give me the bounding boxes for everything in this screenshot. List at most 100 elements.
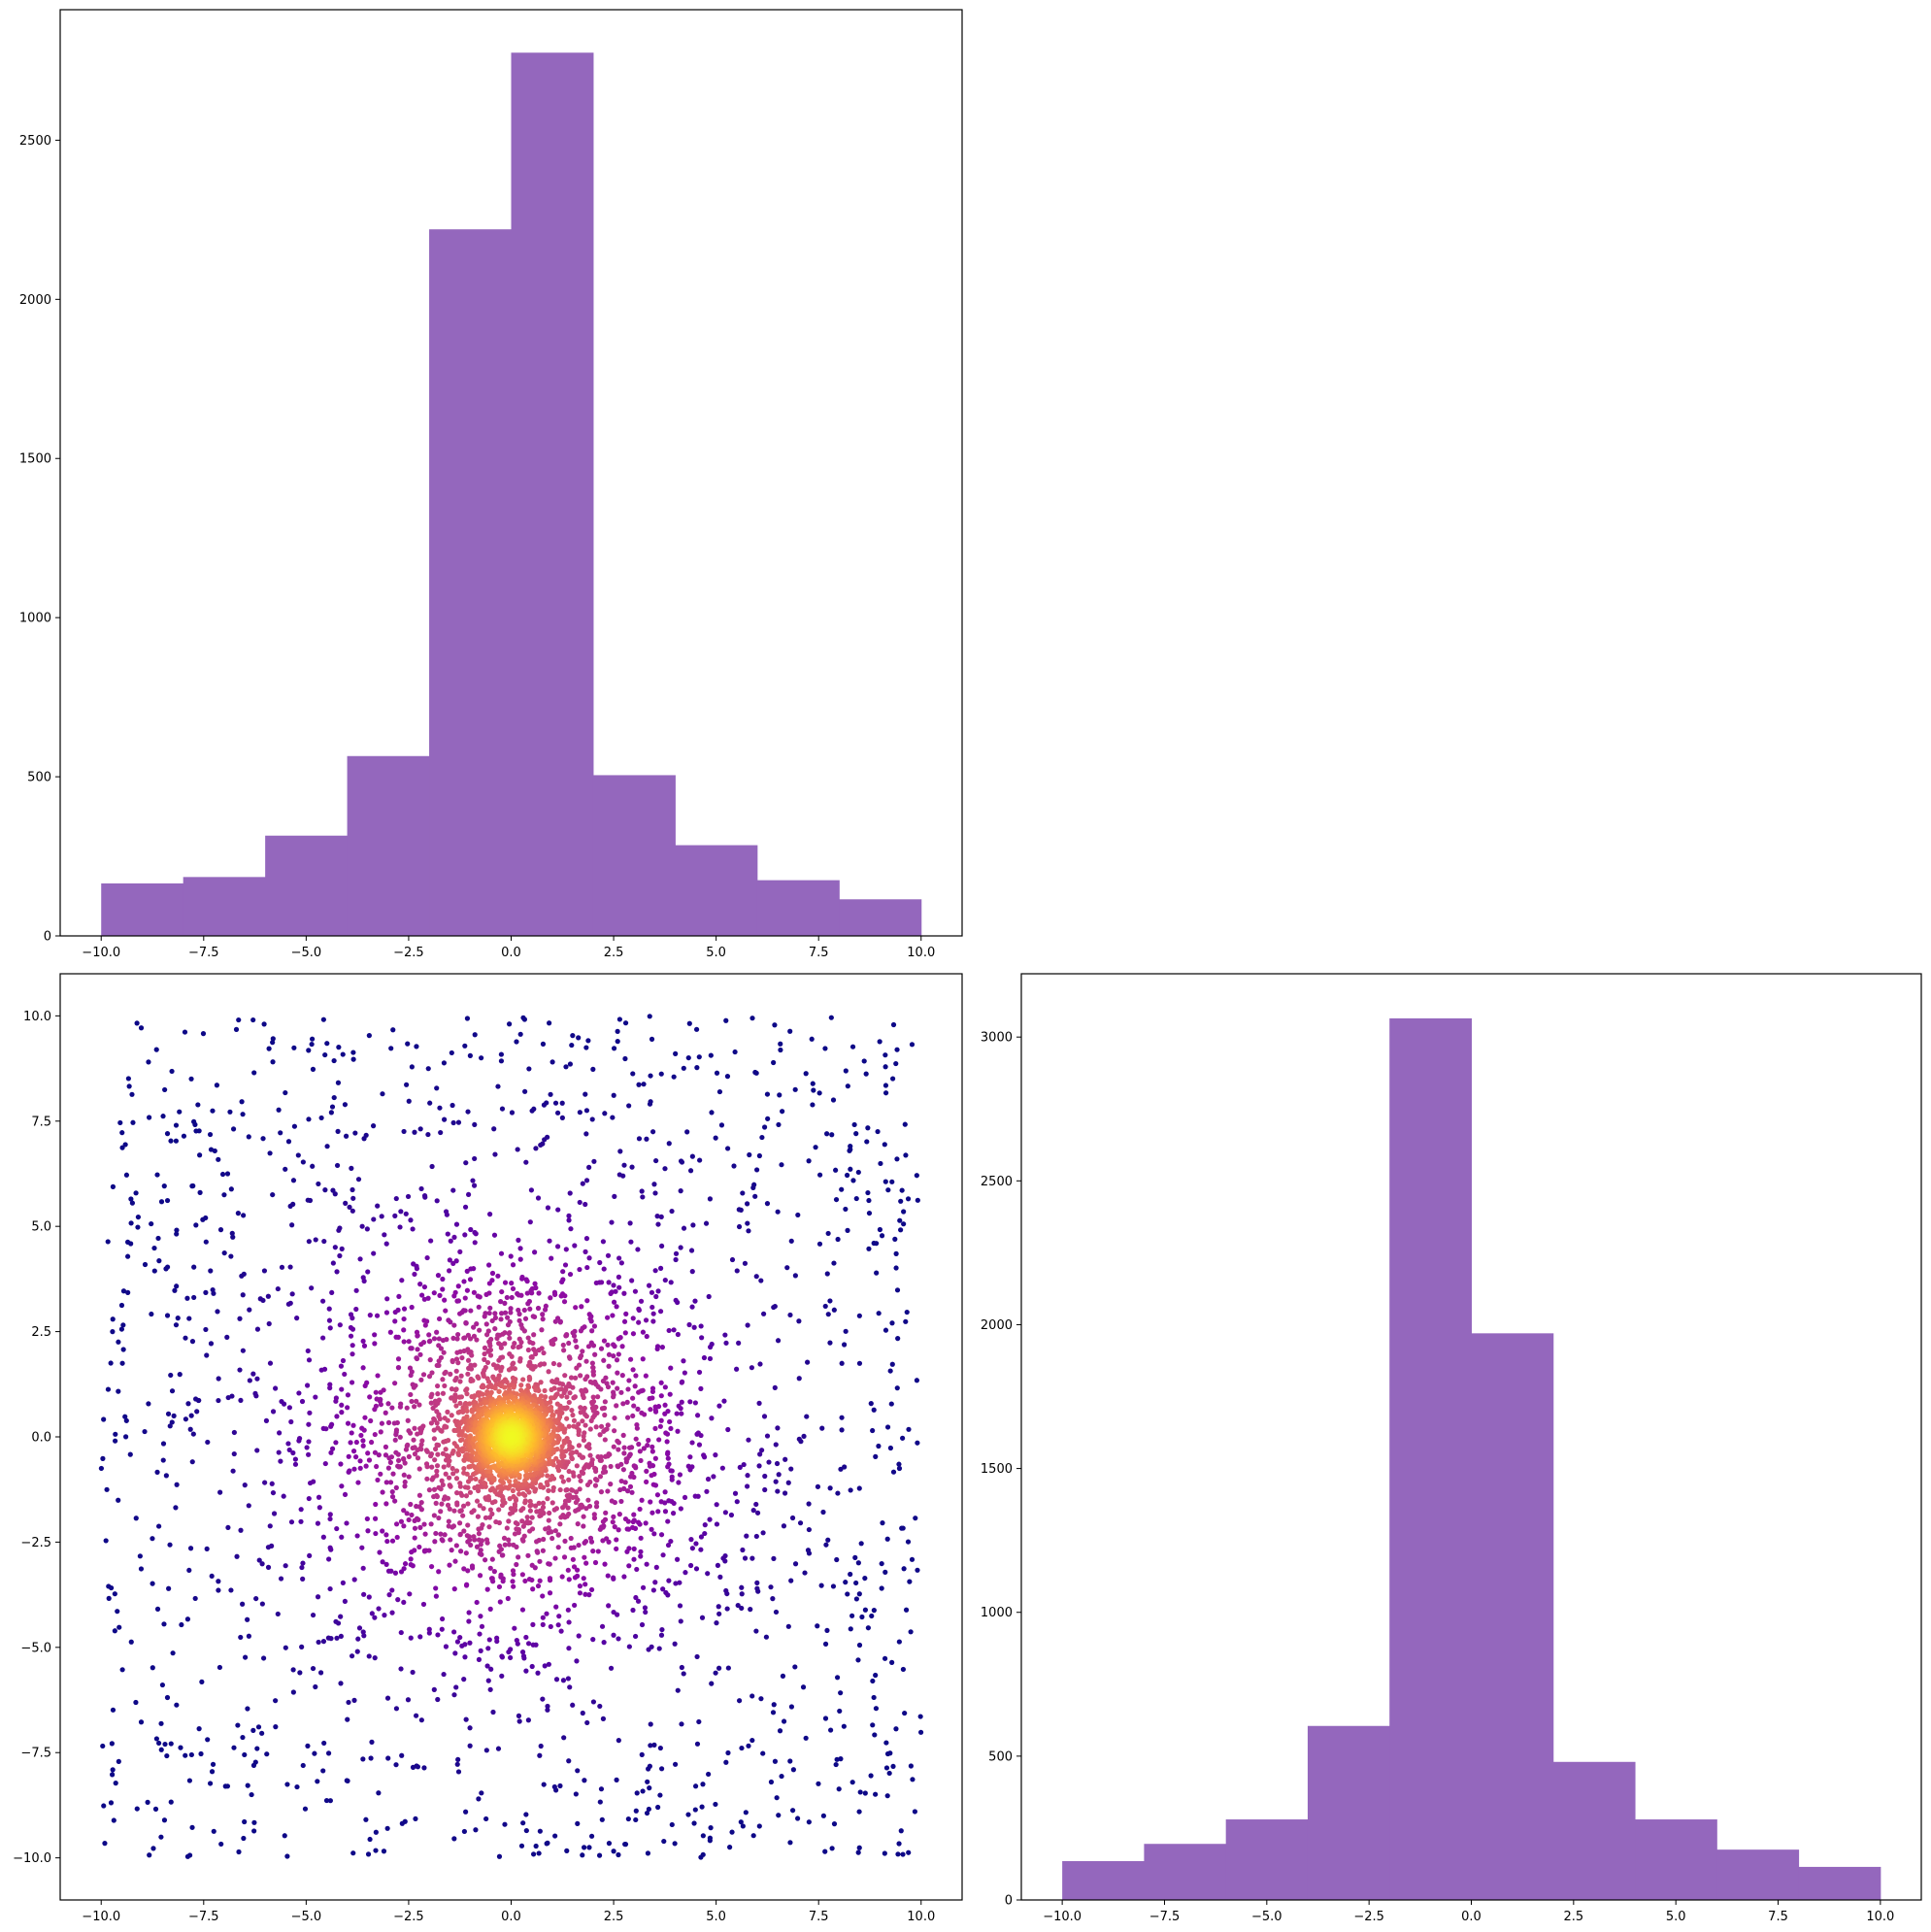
scatter-point: [318, 1115, 324, 1121]
scatter-point: [464, 1408, 470, 1414]
scatter-point: [546, 1561, 551, 1567]
scatter-point: [300, 1159, 306, 1165]
scatter-point: [467, 1725, 473, 1731]
scatter-point: [156, 1258, 162, 1264]
scatter-point: [549, 1413, 555, 1418]
scatter-point: [566, 1758, 572, 1764]
scatter-point: [392, 1318, 398, 1324]
scatter-point: [882, 1655, 888, 1661]
scatter-point: [577, 1590, 583, 1596]
scatter-point: [764, 1433, 771, 1439]
scatter-point: [566, 1423, 572, 1429]
scatter-point: [454, 1490, 460, 1496]
scatter-point: [164, 1197, 171, 1204]
scatter-point: [453, 1386, 459, 1392]
scatter-point: [372, 1516, 379, 1521]
scatter-point: [381, 1387, 386, 1393]
scatter-point: [183, 1335, 188, 1341]
scatter-point: [353, 1306, 359, 1313]
scatter-point: [578, 1478, 583, 1483]
scatter-point: [477, 1573, 483, 1579]
scatter-point: [401, 1472, 407, 1478]
scatter-point: [383, 1444, 389, 1449]
scatter-point: [561, 1429, 567, 1435]
scatter-point: [146, 1059, 151, 1065]
scatter-point: [601, 1338, 608, 1344]
scatter-point: [255, 1724, 262, 1730]
scatter-point: [616, 1636, 621, 1642]
scatter-point: [608, 1463, 614, 1470]
scatter-point: [900, 1851, 906, 1857]
scatter-point: [240, 1112, 246, 1117]
scatter-point: [373, 1403, 380, 1409]
scatter-point: [772, 1384, 778, 1390]
scatter-point: [476, 1531, 483, 1537]
scatter-point: [333, 1440, 339, 1446]
scatter-point: [502, 1384, 508, 1390]
scatter-point: [217, 1227, 224, 1233]
scatter-point: [628, 1356, 634, 1362]
scatter-point: [135, 1224, 141, 1230]
scatter-point: [119, 1130, 125, 1136]
scatter-point: [834, 1556, 840, 1563]
scatter-point: [825, 1230, 831, 1237]
scatter-point: [672, 1641, 678, 1647]
scatter-point: [805, 1548, 812, 1553]
scatter-point: [464, 1391, 470, 1397]
scatter-point: [349, 1653, 355, 1659]
scatter-point: [647, 1763, 652, 1769]
scatter-point: [650, 1311, 656, 1316]
scatter-point: [183, 1416, 188, 1422]
scatter-point: [467, 1336, 474, 1342]
scatter-point: [451, 1629, 457, 1635]
scatter-point: [437, 1416, 443, 1422]
scatter-point: [519, 1649, 526, 1655]
scatter-point: [679, 1159, 685, 1165]
scatter-point: [665, 1455, 671, 1461]
scatter-point: [211, 1290, 216, 1296]
scatter-point: [246, 1503, 251, 1509]
scatter-point: [614, 1777, 619, 1782]
scatter-point: [235, 1210, 241, 1216]
scatter-point: [463, 1320, 469, 1326]
scatter-point: [643, 1520, 649, 1526]
scatter-point: [404, 1082, 410, 1087]
scatter-point: [380, 1489, 385, 1495]
scatter-point: [574, 1567, 581, 1573]
scatter-point: [574, 1463, 580, 1469]
scatter-point: [417, 1524, 423, 1530]
scatter-point: [350, 1449, 357, 1454]
scatter-point: [626, 1103, 632, 1109]
scatter-point: [699, 1804, 705, 1810]
scatter-point: [638, 1457, 644, 1464]
scatter-point: [405, 1442, 411, 1448]
scatter-point: [516, 1311, 522, 1317]
scatter-point: [316, 1494, 322, 1500]
scatter-point: [621, 1318, 628, 1324]
scatter-point: [592, 1465, 598, 1471]
scatter-point: [439, 1537, 445, 1543]
scatter-point: [349, 1430, 354, 1436]
scatter-point: [419, 1438, 425, 1444]
scatter-point: [350, 1326, 356, 1332]
scatter-point: [914, 1378, 920, 1383]
scatter-point: [475, 1514, 482, 1519]
scatter-point: [753, 1533, 759, 1540]
scatter-point: [379, 1420, 385, 1426]
scatter-point: [565, 1567, 571, 1573]
scatter-point: [344, 1520, 350, 1526]
scatter-point: [545, 1473, 550, 1479]
scatter-point: [228, 1253, 234, 1259]
scatter-point: [674, 1556, 681, 1562]
scatter-point: [278, 1576, 284, 1582]
scatter-point: [797, 1520, 804, 1526]
scatter-point: [636, 1136, 643, 1142]
scatter-point: [173, 1322, 180, 1328]
scatter-point: [150, 1536, 155, 1542]
scatter-point: [843, 1068, 849, 1074]
scatter-point: [216, 1664, 223, 1671]
scatter-point: [262, 1480, 268, 1485]
scatter-point: [516, 1554, 521, 1560]
scatter-point: [577, 1473, 583, 1480]
scatter-point: [856, 1845, 862, 1850]
